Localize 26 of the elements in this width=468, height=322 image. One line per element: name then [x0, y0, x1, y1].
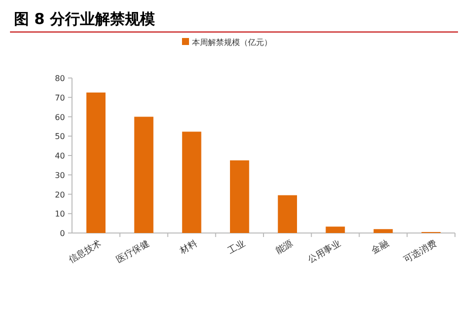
- bar: [326, 226, 345, 233]
- x-tick-label: 能源: [274, 238, 295, 257]
- bar: [86, 92, 106, 233]
- bar: [230, 160, 250, 233]
- x-tick-label: 信息技术: [66, 238, 104, 266]
- y-tick-label: 20: [54, 190, 65, 200]
- y-tick-label: 60: [54, 112, 65, 122]
- bar: [134, 116, 154, 233]
- bar: [278, 195, 298, 233]
- y-tick-label: 30: [54, 170, 65, 180]
- legend-label: 本周解禁规模（亿元）: [192, 38, 272, 47]
- x-tick-label: 公用事业: [306, 238, 343, 266]
- x-tick-label: 金融: [370, 238, 391, 257]
- y-tick-label: 80: [54, 74, 65, 83]
- x-tick-label: 可选消费: [402, 238, 439, 266]
- y-tick-label: 70: [54, 93, 65, 102]
- bar: [182, 132, 202, 233]
- y-tick-label: 0: [60, 229, 65, 238]
- bar: [374, 229, 393, 233]
- x-tick-label: 工业: [226, 238, 248, 257]
- y-tick-label: 10: [54, 210, 65, 219]
- y-tick-label: 50: [54, 132, 65, 142]
- x-tick-label: 医疗保健: [114, 238, 152, 266]
- x-tick-label: 材料: [177, 238, 200, 258]
- y-tick-label: 40: [54, 152, 65, 160]
- chart-title: 图 8 分行业解禁规模: [14, 10, 156, 28]
